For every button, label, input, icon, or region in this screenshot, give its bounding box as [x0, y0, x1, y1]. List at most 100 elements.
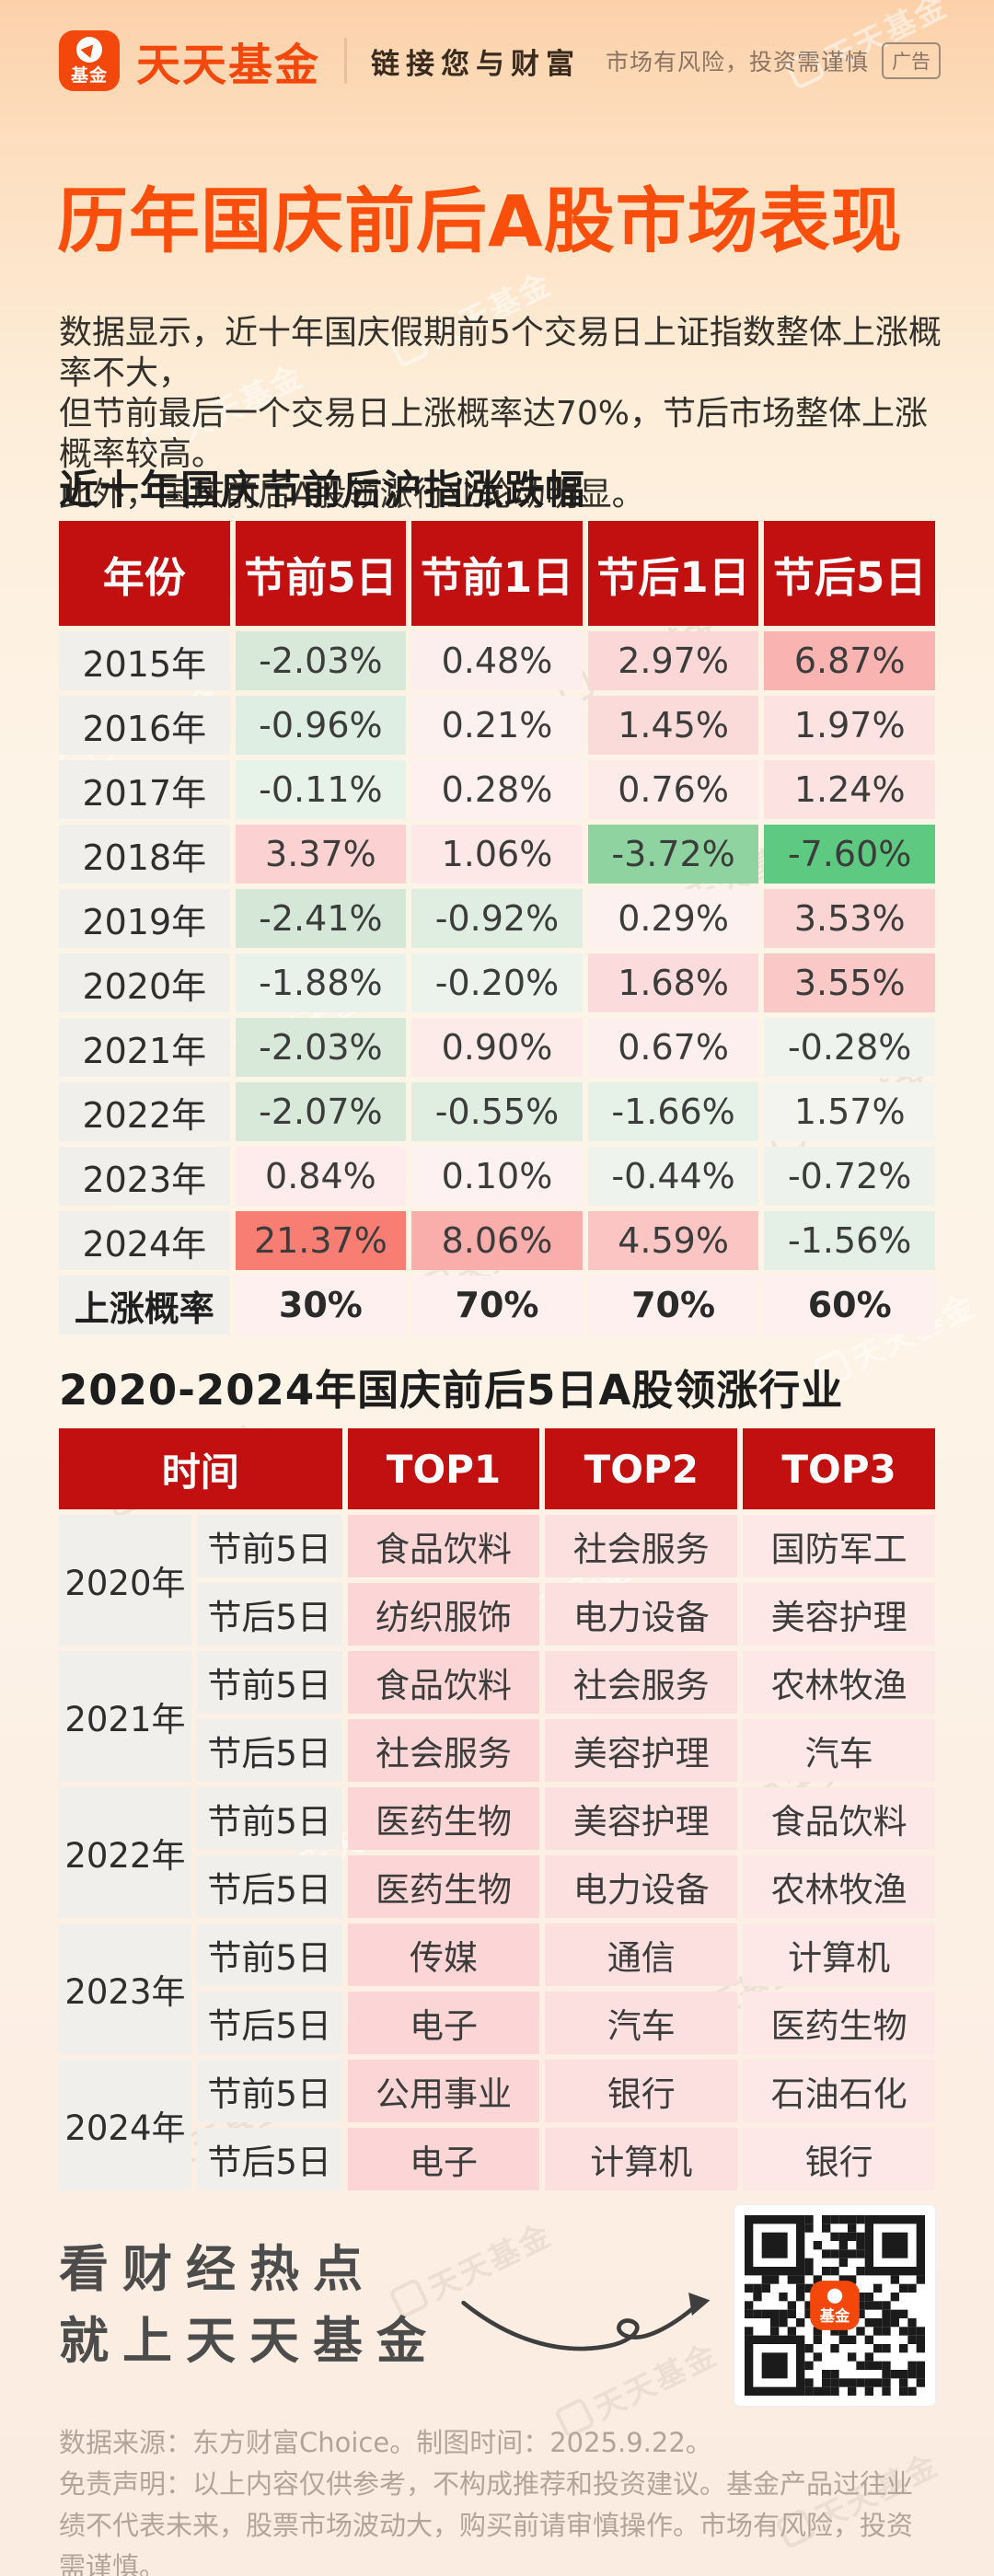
table1-row: 2023年 0.84% 0.10% -0.44% -0.72%: [59, 1147, 935, 1206]
table2-industry-cell: 食品饮料: [347, 1515, 540, 1577]
table2-industry-cell: 美容护理: [545, 1787, 738, 1850]
table2-header-top: TOP2: [545, 1428, 738, 1509]
table1-value-cell: -2.03%: [235, 631, 407, 690]
data-source-line: 数据来源：东方财富Choice。制图时间：2025.9.22。: [59, 2427, 712, 2458]
table1-row: 2015年 -2.03% 0.48% 2.97% 6.87%: [59, 631, 935, 690]
table2-industry-cell: 食品饮料: [347, 1651, 540, 1714]
qr-card: 基金: [734, 2205, 935, 2406]
table1-value-cell: 0.21%: [411, 696, 583, 755]
table2-header-top: TOP3: [743, 1428, 935, 1509]
table1-header-cell: 年份: [59, 521, 230, 626]
probability-value-cell: 60%: [764, 1276, 935, 1334]
table2-period-cell: 节前5日: [196, 2060, 342, 2122]
table1-header-cell: 节前1日: [411, 521, 583, 626]
table1-value-cell: 1.97%: [764, 696, 935, 755]
table2-year-cell: 2020年: [59, 1515, 191, 1646]
table1-row: 2018年 3.37% 1.06% -3.72% -7.60%: [59, 825, 935, 884]
table1-value-cell: -2.07%: [235, 1082, 407, 1141]
table1-header-cell: 节后1日: [587, 521, 759, 626]
table1-row: 2021年 -2.03% 0.90% 0.67% -0.28%: [59, 1018, 935, 1077]
table2-row: 2022年 节前5日 医药生物 美容护理 食品饮料: [59, 1787, 935, 1918]
risk-warning-text: 市场有风险，投资需谨慎: [605, 49, 869, 75]
table1-value-cell: -0.28%: [764, 1018, 935, 1077]
table2-industry-cell: 汽车: [743, 1719, 935, 1782]
table1-year-cell: 2018年: [59, 825, 230, 884]
table2-row: 2021年 节前5日 食品饮料 社会服务 农林牧渔: [59, 1651, 935, 1782]
table1-row: 2016年 -0.96% 0.21% 1.45% 1.97%: [59, 696, 935, 755]
table2-header-time: 时间: [59, 1428, 342, 1509]
table1-row: 2022年 -2.07% -0.55% -1.66% 1.57%: [59, 1082, 935, 1141]
table1-value-cell: 1.68%: [587, 953, 759, 1012]
table2-year-cell: 2023年: [59, 1923, 191, 2054]
table2-industry-cell: 计算机: [545, 2128, 738, 2190]
table1-value-cell: -2.03%: [235, 1018, 407, 1077]
shanghai-index-table: 年份 节前5日 节前1日 节后1日 节后5日 2015年 -2.03% 0.48% 2.97%…: [53, 515, 941, 1340]
table1-year-cell: 2022年: [59, 1082, 230, 1141]
table1-row: 2024年 21.37% 8.06% 4.59% -1.56%: [59, 1211, 935, 1270]
table1-row: 2019年 -2.41% -0.92% 0.29% 3.53%: [59, 889, 935, 948]
table2-period-cell: 节后5日: [196, 1855, 342, 1918]
table2-industry-cell: 纺织服饰: [347, 1583, 540, 1646]
table2-period-cell: 节前5日: [196, 1515, 342, 1577]
table2-industry-cell: 社会服务: [545, 1515, 738, 1577]
table2-period-cell: 节后5日: [196, 1719, 342, 1782]
intro-line: 数据显示，近十年国庆假期前5个交易日上证指数整体上涨概率不大，: [59, 314, 942, 392]
table1-value-cell: -0.55%: [411, 1082, 583, 1141]
table2-header-top: TOP1: [347, 1428, 540, 1509]
table2-industry-cell: 银行: [545, 2060, 738, 2122]
table2-industry-cell: 医药生物: [347, 1855, 540, 1918]
table2-industry-cell: 计算机: [743, 1923, 935, 1986]
section1-title: 近十年国庆节前后沪指涨跌幅: [59, 468, 585, 514]
paper-plane-icon: [76, 37, 102, 63]
ad-badge: 广告: [882, 42, 941, 79]
table1-value-cell: 0.67%: [587, 1018, 759, 1077]
table2-industry-cell: 美容护理: [545, 1719, 738, 1782]
table2-industry-cell: 社会服务: [545, 1651, 738, 1714]
table1-value-cell: 2.97%: [587, 631, 759, 690]
curved-arrow-icon: [461, 2292, 711, 2351]
footer-tagline: 看财经热点 就上天天基金: [59, 2234, 440, 2377]
brand-slogan: 链接您与财富: [371, 47, 582, 81]
page-title: 历年国庆前后A股市场表现: [57, 181, 903, 263]
table2-industry-cell: 食品饮料: [743, 1787, 935, 1850]
table1-year-cell: 2023年: [59, 1147, 230, 1206]
table1-value-cell: 1.06%: [411, 825, 583, 884]
table2-period-cell: 节后5日: [196, 2128, 342, 2190]
app-logo-icon: 基金: [59, 30, 120, 91]
table2-industry-cell: 汽车: [545, 1992, 738, 2054]
table2-year-cell: 2024年: [59, 2060, 191, 2190]
table2-industry-cell: 国防军工: [743, 1515, 935, 1577]
table1-value-cell: 0.10%: [411, 1147, 583, 1206]
table1-value-cell: 3.37%: [235, 825, 407, 884]
table2-period-cell: 节后5日: [196, 1583, 342, 1646]
table2-industry-cell: 公用事业: [347, 2060, 540, 2122]
table2-industry-cell: 农林牧渔: [743, 1651, 935, 1714]
table1-value-cell: -0.11%: [235, 760, 407, 819]
table1-value-cell: 3.53%: [764, 889, 935, 948]
qr-code: 基金: [745, 2215, 925, 2396]
table1-value-cell: -1.56%: [764, 1211, 935, 1270]
table1-probability-row: 上涨概率 30% 70% 70% 60%: [59, 1276, 935, 1334]
footnotes: 数据来源：东方财富Choice。制图时间：2025.9.22。 免责声明：以上内…: [59, 2422, 939, 2576]
table2-period-cell: 节前5日: [196, 1651, 342, 1714]
table2-industry-cell: 电力设备: [545, 1583, 738, 1646]
table1-value-cell: 8.06%: [411, 1211, 583, 1270]
disclaimer-text: 免责声明：以上内容仅供参考，不构成推荐和投资建议。基金产品过往业绩不代表未来，股…: [59, 2468, 914, 2576]
intro-line: 但节前最后一个交易日上涨概率达70%，节后市场整体上涨概率较高。: [59, 395, 929, 473]
table2-row: 节后5日 电子 计算机 银行: [59, 2128, 935, 2190]
table2-period-cell: 节前5日: [196, 1923, 342, 1986]
table2-industry-cell: 通信: [545, 1923, 738, 1986]
table2-row: 2024年 节前5日 公用事业 银行 石油石化: [59, 2060, 935, 2190]
table2-industry-cell: 医药生物: [347, 1787, 540, 1850]
table1-value-cell: 0.84%: [235, 1147, 407, 1206]
probability-label-cell: 上涨概率: [59, 1276, 230, 1334]
table1-header-cell: 节前5日: [235, 521, 407, 626]
table1-value-cell: -7.60%: [764, 825, 935, 884]
table1-value-cell: -2.41%: [235, 889, 407, 948]
table1-year-cell: 2024年: [59, 1211, 230, 1270]
table2-industry-cell: 传媒: [347, 1923, 540, 1986]
table1-value-cell: -3.72%: [587, 825, 759, 884]
table1-value-cell: 3.55%: [764, 953, 935, 1012]
table2-year-cell: 2022年: [59, 1787, 191, 1918]
table2-row: 节后5日 社会服务 美容护理 汽车: [59, 1719, 935, 1782]
